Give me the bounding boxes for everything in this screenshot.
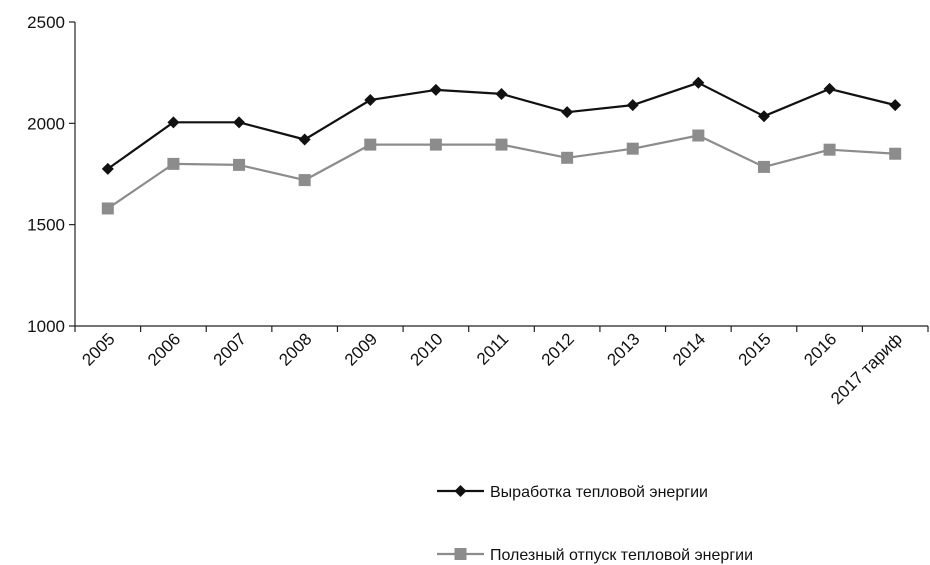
- data-point: [167, 157, 180, 170]
- x-tick-label: 2011: [473, 329, 512, 368]
- legend-item: Выработка тепловой энергии: [437, 484, 708, 501]
- legend: Выработка тепловой энергии Полезный отпус…: [437, 484, 753, 564]
- data-point: [429, 138, 442, 151]
- data-point: [101, 202, 114, 215]
- data-point: [757, 160, 770, 173]
- data-point: [561, 106, 574, 119]
- data-point: [757, 110, 770, 123]
- series-1: [101, 76, 902, 175]
- data-point: [692, 129, 705, 142]
- x-ticks: 2005 2006 2007 2008 2009 2010 2011 2012 2013 2014…: [74, 326, 929, 408]
- x-tick-label: 2017 тариф: [827, 329, 906, 408]
- y-tick-label: 2000: [27, 114, 65, 133]
- data-point: [364, 138, 377, 151]
- data-point: [823, 82, 836, 95]
- data-point: [889, 147, 902, 160]
- data-point: [233, 158, 246, 171]
- x-tick-label: 2008: [275, 329, 315, 369]
- data-point: [298, 133, 311, 146]
- x-tick-label: 2009: [341, 329, 381, 369]
- data-point: [298, 174, 311, 187]
- x-tick-label: 2005: [78, 329, 118, 369]
- series-group: [101, 76, 902, 215]
- y-tick-label: 1000: [27, 317, 65, 336]
- y-ticks: 1000 1500 2000 2500: [27, 13, 75, 336]
- x-tick-label: 2006: [144, 329, 184, 369]
- legend-item: Полезный отпуск тепловой энергии: [437, 547, 753, 564]
- legend-marker: [454, 485, 467, 497]
- x-tick-label: 2007: [210, 329, 250, 369]
- y-tick-label: 2500: [27, 13, 65, 32]
- x-tick-label: 2015: [735, 329, 775, 369]
- data-point: [364, 94, 377, 107]
- axes: [74, 22, 928, 327]
- data-point: [626, 142, 639, 155]
- legend-label: Полезный отпуск тепловой энергии: [490, 547, 753, 564]
- data-point: [495, 138, 508, 151]
- legend-label: Выработка тепловой энергии: [490, 484, 708, 501]
- data-point: [101, 162, 114, 175]
- data-point: [167, 116, 180, 129]
- data-point: [233, 116, 246, 129]
- data-point: [626, 99, 639, 112]
- data-point: [561, 151, 574, 164]
- y-tick-label: 1500: [27, 216, 65, 235]
- x-tick-label: 2014: [669, 329, 709, 369]
- series-2: [101, 129, 902, 215]
- data-point: [692, 76, 705, 89]
- x-tick-label: 2010: [407, 329, 447, 369]
- data-point: [495, 87, 508, 100]
- x-tick-label: 2013: [603, 329, 643, 369]
- data-point: [823, 143, 836, 156]
- x-tick-label: 2012: [538, 329, 578, 369]
- data-point: [889, 99, 902, 112]
- legend-marker: [454, 548, 467, 560]
- x-tick-label: 2016: [800, 329, 840, 369]
- data-point: [429, 83, 442, 96]
